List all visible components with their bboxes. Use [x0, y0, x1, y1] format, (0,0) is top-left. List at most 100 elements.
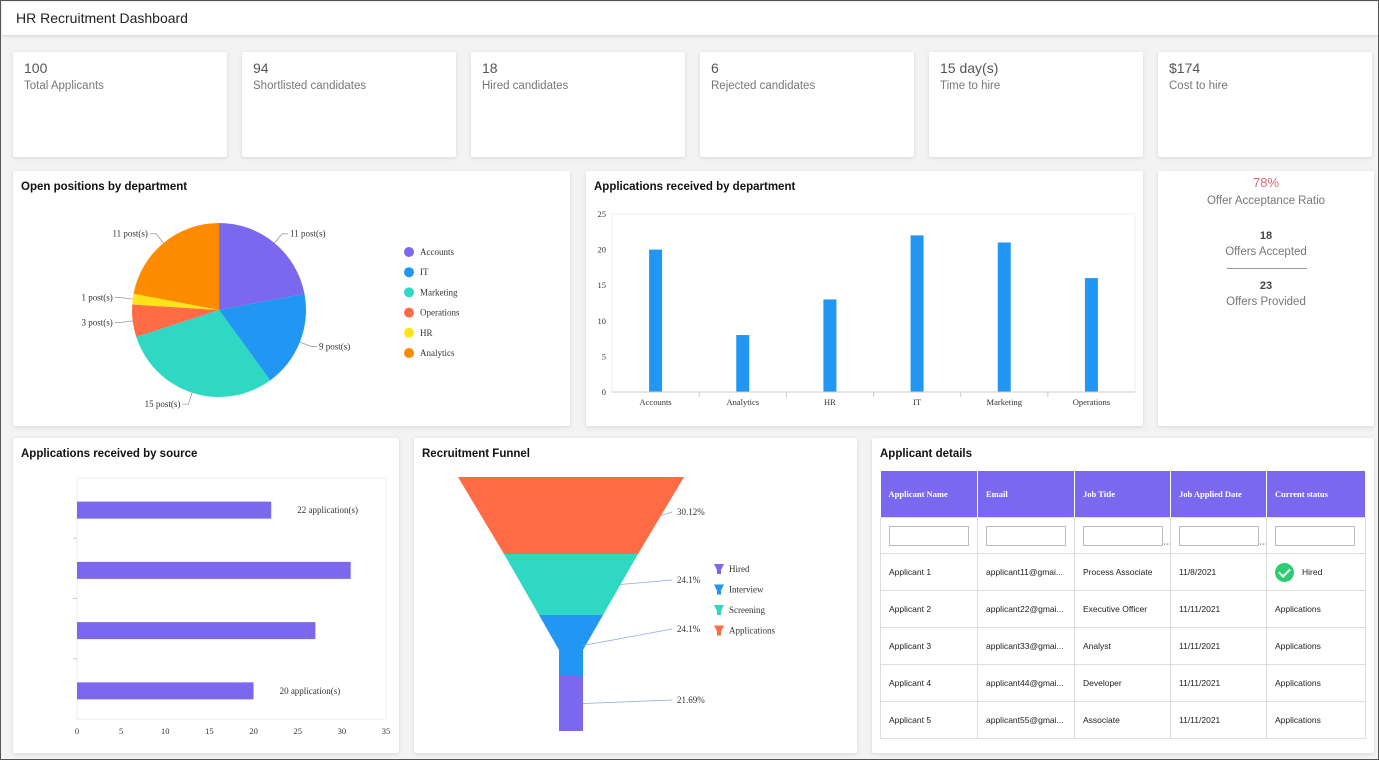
table-row[interactable]: Applicant 2 applicant22@gmai... Executiv…	[880, 590, 1366, 628]
filter-cell	[1266, 517, 1366, 554]
cell-job: Executive Officer	[1074, 590, 1171, 628]
bar-it	[910, 235, 924, 392]
kpi-value: 94	[253, 60, 269, 76]
bar-marketing	[997, 242, 1011, 392]
page-title: HR Recruitment Dashboard	[16, 10, 188, 26]
kpi-label: Shortlisted candidates	[253, 80, 367, 92]
kpi-time-to-hire: 15 day(s) Time to hire	[929, 52, 1143, 157]
table-row[interactable]: Applicant 3 applicant33@gmai... Analyst …	[880, 627, 1366, 665]
bar-data-label: 22 application(s)	[297, 505, 358, 515]
cell-email: applicant44@gmai...	[977, 664, 1075, 702]
x-tick-label: 0	[75, 726, 79, 736]
pie-leader-line	[149, 233, 164, 244]
offer-acceptance-card: 78% Offer Acceptance Ratio 18 Offers Acc…	[1158, 171, 1374, 426]
cell-status: Applications	[1266, 590, 1366, 628]
cell-job: Process Associate	[1074, 553, 1171, 591]
funnel-segment-interview	[539, 615, 603, 676]
kpi-hired: 18 Hired candidates	[471, 52, 685, 157]
legend-marker-icon	[404, 327, 414, 338]
kpi-label: Cost to hire	[1169, 80, 1228, 92]
y-tick-label: 20	[598, 245, 607, 255]
cell-status: Hired	[1266, 553, 1366, 591]
pie-slice-marketing	[136, 310, 271, 397]
pie-slice-it	[219, 293, 306, 381]
kpi-shortlisted: 94 Shortlisted candidates	[242, 52, 456, 157]
x-tick-label: IT	[913, 397, 922, 407]
plot-area	[611, 213, 1136, 393]
kpi-rejected: 6 Rejected candidates	[700, 52, 914, 157]
offers-accepted-value: 18	[1259, 230, 1273, 242]
legend-marker-icon	[404, 247, 414, 257]
pie-data-label: 11 post(s)	[290, 229, 325, 239]
x-tick-label: 35	[382, 726, 391, 736]
offer-ratio-value: 78%	[1252, 175, 1280, 190]
table-header-row: Applicant Name Email Job Title Job Appli…	[880, 471, 1366, 518]
applications-by-department-chart: 0 5 10 15 20 25 Accounts Analytics HR IT Marketing…	[598, 209, 1136, 407]
pie-slice-accounts	[219, 223, 305, 310]
column-header-status[interactable]: Current status	[1266, 471, 1366, 518]
offer-ratio-label: Offer Acceptance Ratio	[1206, 195, 1326, 207]
bar-hr	[823, 299, 837, 392]
cell-email: applicant11@gmai...	[977, 553, 1075, 591]
offers-provided-label: Offers Provided	[1226, 296, 1306, 308]
cell-date: 11/8/2021	[1170, 553, 1267, 591]
table-row[interactable]: Applicant 4 applicant44@gmai... Develope…	[880, 664, 1366, 702]
table-title: Applicant details	[880, 448, 973, 460]
source-bar	[77, 501, 272, 519]
offers-accepted-label: Offers Accepted	[1225, 246, 1307, 258]
column-header-date[interactable]: Job Applied Date	[1170, 471, 1267, 518]
pie-data-label: 3 post(s)	[82, 317, 113, 327]
kpi-value: 18	[482, 60, 498, 76]
x-tick-label: 5	[119, 726, 123, 736]
funnel-leader-line	[582, 699, 673, 704]
pie-leader-line	[182, 392, 193, 405]
pie-data-label: 9 post(s)	[319, 341, 350, 351]
funnel-data-label: 24.1%	[677, 624, 701, 634]
kpi-cost-to-hire: $174 Cost to hire	[1158, 52, 1372, 157]
funnel-leader-line	[582, 628, 673, 646]
y-tick-label: 25	[598, 209, 607, 219]
column-header-email[interactable]: Email	[977, 471, 1075, 518]
filter-email-input[interactable]	[986, 525, 1066, 546]
cell-job: Associate	[1074, 701, 1171, 739]
cell-name: Applicant 3	[880, 627, 978, 665]
table-row[interactable]: Applicant 1 applicant11@gmai... Process …	[880, 553, 1366, 591]
pie-leader-line	[114, 320, 133, 323]
chart-title: Applications received by source	[21, 448, 198, 460]
column-header-job-title[interactable]: Job Title	[1074, 471, 1171, 518]
funnel-data-label: 30.12%	[677, 507, 705, 517]
cell-status: Applications	[1266, 627, 1366, 665]
legend-label: Analytics	[420, 348, 455, 358]
funnel-legend-icon	[714, 625, 724, 636]
pie-data-label: 15 post(s)	[145, 399, 181, 409]
pie-slice-analytics	[133, 223, 219, 310]
x-tick-label: Marketing	[987, 397, 1023, 407]
check-circle-icon	[1275, 562, 1294, 582]
y-tick-label: 5	[602, 351, 606, 361]
table-row[interactable]: Applicant 5 applicant55@gmai... Associat…	[880, 701, 1366, 739]
source-bar	[77, 682, 254, 700]
cell-date: 11/11/2021	[1170, 627, 1267, 665]
recruitment-funnel-card: Recruitment Funnel 30.12% 24.1% 24.1% 21.69…	[414, 438, 857, 753]
funnel-segment-screening	[504, 554, 638, 615]
pie-leader-line	[299, 341, 318, 347]
x-tick-label: Accounts	[640, 397, 672, 407]
cell-status: Applications	[1266, 701, 1366, 739]
filter-job-input[interactable]	[1083, 525, 1163, 546]
legend-label: Accounts	[420, 247, 454, 257]
filter-name-input[interactable]	[889, 525, 969, 546]
legend-label: Applications	[729, 626, 775, 636]
column-header-name[interactable]: Applicant Name	[880, 471, 978, 518]
source-bar	[77, 622, 316, 640]
filter-date-input[interactable]	[1179, 525, 1259, 546]
applicant-table: Applicant Name Email Job Title Job Appli…	[880, 471, 1366, 739]
cell-email: applicant22@gmai...	[977, 590, 1075, 628]
y-tick-label: 15	[598, 280, 607, 290]
x-tick-label: 15	[205, 726, 214, 736]
pie-data-label: 1 post(s)	[82, 293, 113, 303]
filter-cell	[977, 517, 1075, 554]
legend-marker-icon	[404, 307, 414, 318]
pie-data-label: 11 post(s)	[112, 229, 147, 239]
filter-status-input[interactable]	[1275, 525, 1355, 546]
kpi-total-applicants: 100 Total Applicants	[13, 52, 227, 157]
